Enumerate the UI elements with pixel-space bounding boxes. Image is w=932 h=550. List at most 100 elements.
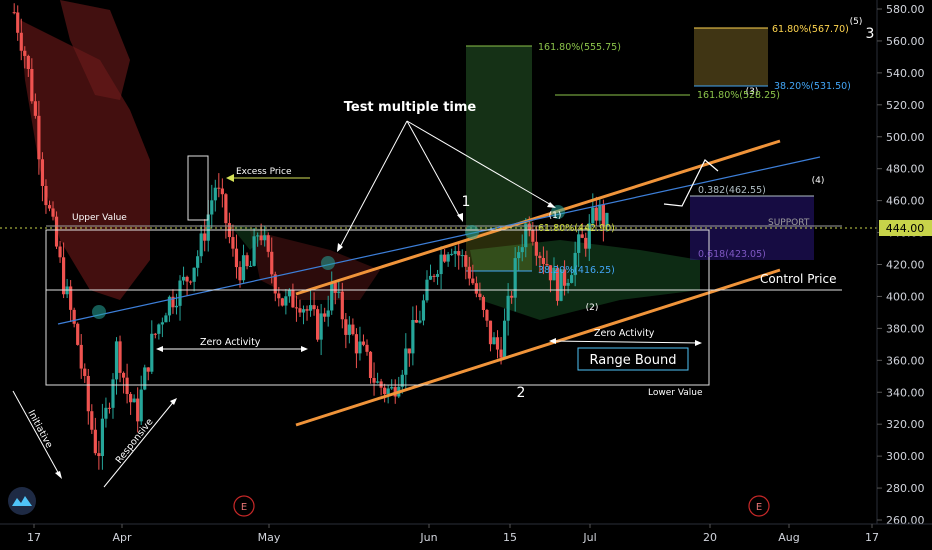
candle-body: [361, 341, 366, 345]
candle-body: [580, 234, 584, 238]
candle-body: [54, 216, 59, 247]
candle-body: [23, 50, 27, 56]
candle-body: [446, 254, 450, 262]
value-area-box: [45, 229, 710, 386]
candle-body: [502, 320, 507, 358]
x-tick-label: 17: [27, 531, 41, 544]
candle-body: [471, 278, 475, 284]
candle-body: [566, 282, 570, 286]
candle-body: [284, 296, 288, 306]
candle-body: [86, 375, 90, 412]
candle-body: [485, 310, 489, 321]
candle-body: [121, 372, 126, 378]
candle-body: [548, 265, 553, 281]
candle-body: [153, 333, 157, 335]
candle-body: [404, 348, 408, 375]
candle-body: [273, 274, 277, 294]
annotations: Upper Value Lower Value Excess Price Zer…: [8, 17, 874, 517]
candle-body: [439, 254, 443, 275]
y-tick-label: 500.00: [886, 131, 925, 144]
candle-body: [513, 258, 517, 298]
candle-body: [390, 387, 394, 389]
candle-body: [206, 214, 210, 241]
y-tick-label: 520.00: [886, 99, 925, 112]
last-price-tag: 444.00: [879, 220, 932, 236]
candle-body: [312, 305, 316, 310]
y-tick-label: 380.00: [886, 322, 925, 335]
fib-label-1: 161.80%(555.75): [538, 42, 621, 53]
candle-body: [160, 322, 164, 325]
candle-body: [164, 315, 168, 323]
bull-cloud-1: [470, 240, 700, 320]
responsive-arrow-head: [170, 398, 177, 405]
earnings-marker-2[interactable]: [748, 495, 770, 517]
touch-point: [321, 256, 335, 270]
candle-body: [598, 204, 602, 221]
candle-body: [552, 267, 556, 281]
candle-body: [256, 235, 260, 237]
y-tick-label: 560.00: [886, 35, 925, 48]
candle-body: [129, 393, 133, 403]
wave-s4-label: (4): [812, 176, 825, 186]
range-bound-label: Range Bound: [590, 353, 677, 368]
candle-body: [44, 185, 48, 206]
candle-body: [605, 212, 609, 227]
candle-body: [217, 187, 221, 189]
candle-body: [506, 295, 510, 321]
app-logo[interactable]: [8, 487, 36, 515]
excess-price-box: [187, 155, 209, 221]
candle-body: [407, 348, 411, 354]
y-tick-label: 580.00: [886, 3, 925, 16]
candle-body: [587, 223, 591, 249]
candlestick-series: [12, 3, 609, 470]
candle-body: [150, 333, 154, 372]
candle-body: [524, 223, 528, 248]
candle-body: [467, 266, 471, 279]
candle-body: [185, 276, 189, 282]
candle-body: [601, 204, 605, 227]
candle-body: [234, 248, 239, 268]
candle-body: [421, 300, 426, 321]
fib-label-7: 0.382(462.55): [698, 185, 766, 196]
x-axis[interactable]: 17 Apr May Jun 15 Jul 20 Aug 17: [0, 523, 932, 544]
candle-body: [453, 251, 457, 254]
candle-body: [474, 283, 478, 294]
candle-body: [510, 295, 514, 298]
candle-body: [83, 368, 87, 376]
arrow-head-c: [547, 202, 556, 208]
candle-body: [305, 309, 309, 311]
touch-point: [465, 225, 479, 239]
candle-body: [368, 351, 373, 379]
test-arrows: [338, 120, 554, 250]
y-tick-label: 280.00: [886, 482, 925, 495]
test-multiple-label: Test multiple time: [344, 100, 477, 115]
candle-body: [460, 255, 464, 257]
y-axis[interactable]: 260.00 280.00 300.00 320.00 340.00 360.00 380.…: [876, 0, 925, 527]
candle-body: [386, 388, 390, 395]
bull-cloud-2: [230, 225, 270, 250]
wave-1-label: 1: [462, 194, 471, 210]
wave-s5-label: (5): [850, 17, 863, 27]
y-tick-label: 540.00: [886, 67, 925, 80]
candle-body: [418, 320, 422, 323]
arrow-head-right-1: [301, 346, 308, 352]
arrow-head-right-2: [695, 340, 702, 346]
arrow-head-b: [457, 213, 463, 222]
candle-body: [294, 307, 299, 309]
zero-activity-label-2: Zero Activity: [594, 328, 655, 339]
y-tick-label: 360.00: [886, 354, 925, 367]
candle-body: [132, 398, 136, 403]
x-tick-label: Jun: [419, 531, 437, 544]
y-tick-label: 320.00: [886, 418, 925, 431]
y-tick-label: 400.00: [886, 290, 925, 303]
earnings-marker-1[interactable]: [233, 495, 255, 517]
candle-body: [316, 309, 320, 340]
candle-body: [330, 282, 334, 311]
fib-zone-green: [466, 46, 532, 229]
candle-body: [298, 308, 302, 313]
candle-body: [33, 101, 37, 116]
candle-body: [308, 305, 313, 311]
fib-label-4: 161.80%(528.25): [697, 90, 780, 101]
candle-body: [365, 344, 369, 352]
